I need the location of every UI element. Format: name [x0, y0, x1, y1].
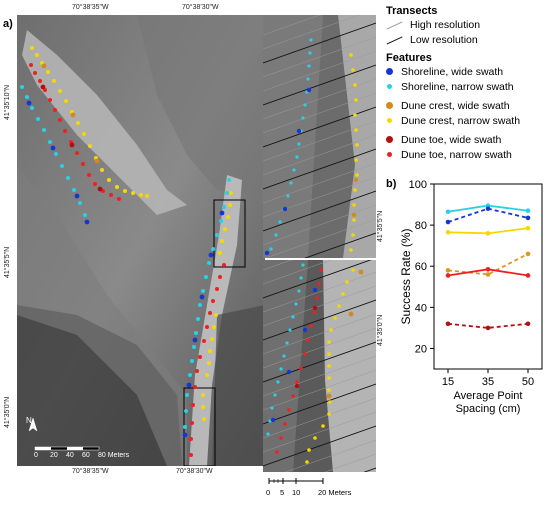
north-label: N — [26, 416, 32, 425]
thick-line-icon — [386, 35, 402, 45]
data-point — [445, 209, 451, 215]
main-scale-tick-1: 20 — [50, 452, 58, 459]
inset-bottom-map — [263, 260, 376, 472]
data-point — [525, 215, 531, 221]
left-coord-1: 41°35'10"N — [4, 84, 11, 120]
main-scale-tick-4: 80 Meters — [98, 452, 130, 459]
bottom-coord-2: 70°38'30"W — [176, 468, 213, 475]
data-point — [485, 267, 491, 272]
legend-label: Dune crest, narrow swath — [401, 114, 521, 127]
blue-dot-icon — [386, 68, 393, 75]
data-point — [485, 272, 491, 277]
main-scale-tick-2: 40 — [66, 452, 74, 459]
data-point — [525, 321, 531, 327]
inset-scale-tick-2: 10 — [292, 488, 301, 497]
legend-label: High resolution — [410, 18, 481, 31]
yellow-dot-icon — [387, 118, 392, 123]
data-point — [445, 268, 451, 273]
inset-top-map — [263, 15, 376, 258]
main-scale-tick-3: 60 — [82, 452, 90, 459]
data-point — [445, 321, 451, 327]
series-line-3 — [447, 253, 529, 276]
y-tick-label: 80 — [415, 220, 427, 232]
bottom-coord-1: 70°38'35"W — [72, 468, 109, 475]
legend-item-low-res: Low resolution — [386, 32, 546, 47]
data-point — [485, 325, 491, 331]
left-coord-3: 41°35'0"N — [4, 396, 11, 428]
left-coord-2: 41°35'5"N — [4, 246, 11, 278]
data-point — [445, 230, 451, 235]
legend-item-high-res: High resolution — [386, 17, 546, 32]
cyan-dot-icon — [387, 84, 392, 89]
legend-label: Shoreline, wide swath — [401, 65, 504, 78]
legend-label: Dune toe, wide swath — [401, 133, 502, 146]
main-scale-bar — [34, 446, 100, 451]
panel-label-a: a) — [3, 18, 13, 30]
data-point — [485, 231, 491, 236]
data-point — [525, 208, 531, 214]
legend-item-toe-narrow: Dune toe, narrow swath — [386, 147, 546, 162]
data-point — [445, 273, 451, 278]
legend-item-shoreline-narrow: Shoreline, narrow swath — [386, 79, 546, 94]
inset-scale-tick-0: 0 — [266, 488, 271, 497]
inset-scale-bar — [268, 478, 324, 484]
orange-dot-icon — [386, 102, 393, 109]
y-tick-label: 20 — [415, 343, 427, 355]
data-point — [445, 219, 451, 225]
y-tick-label: 40 — [415, 302, 427, 314]
panel-label-b: b) — [386, 178, 397, 190]
data-point — [525, 225, 531, 231]
legend-item-toe-wide: Dune toe, wide swath — [386, 132, 546, 147]
success-rate-chart: 20 40 60 80 100 15 35 50 Success Rate (%) Avera… — [399, 179, 543, 415]
y-tick-label: 100 — [409, 179, 427, 191]
x-tick-label: 35 — [482, 376, 494, 388]
x-axis-label-line2: Spacing (cm) — [456, 403, 521, 415]
data-point — [525, 273, 531, 278]
top-coord-1: 70°38'35"W — [72, 4, 109, 11]
main-map — [17, 15, 265, 466]
right-coord-2: 41°35'0"N — [377, 314, 384, 346]
north-arrow-icon — [28, 417, 38, 432]
inset-scale-tick-1: 5 — [280, 488, 285, 497]
right-coord-1: 41°35'5"N — [377, 210, 384, 242]
x-tick-label: 50 — [522, 376, 534, 388]
dark-red-dot-icon — [386, 136, 393, 143]
x-axis-label: Average Point — [454, 390, 523, 402]
legend-item-shoreline-wide: Shoreline, wide swath — [386, 64, 546, 79]
y-axis-label: Success Rate (%) — [399, 228, 413, 324]
legend-label: Shoreline, narrow swath — [401, 80, 514, 93]
data-point — [485, 206, 491, 211]
red-dot-icon — [387, 152, 392, 157]
legend-label: Dune crest, wide swath — [401, 99, 510, 112]
legend-features-title: Features — [386, 52, 432, 64]
top-coord-2: 70°38'30"W — [182, 4, 219, 11]
inset-scale-tick-3: 20 Meters — [318, 488, 352, 497]
legend-item-crest-wide: Dune crest, wide swath — [386, 98, 546, 113]
data-point — [525, 251, 531, 257]
y-tick-label: 60 — [415, 261, 427, 273]
x-tick-label: 15 — [442, 376, 454, 388]
legend: Transects High resolution Low resolution… — [386, 5, 546, 162]
legend-item-crest-narrow: Dune crest, narrow swath — [386, 113, 546, 128]
legend-transects-title: Transects — [386, 5, 438, 17]
thin-line-icon — [386, 20, 402, 30]
legend-label: Dune toe, narrow swath — [401, 148, 512, 161]
main-scale-tick-0: 0 — [34, 452, 38, 459]
legend-label: Low resolution — [410, 33, 478, 46]
